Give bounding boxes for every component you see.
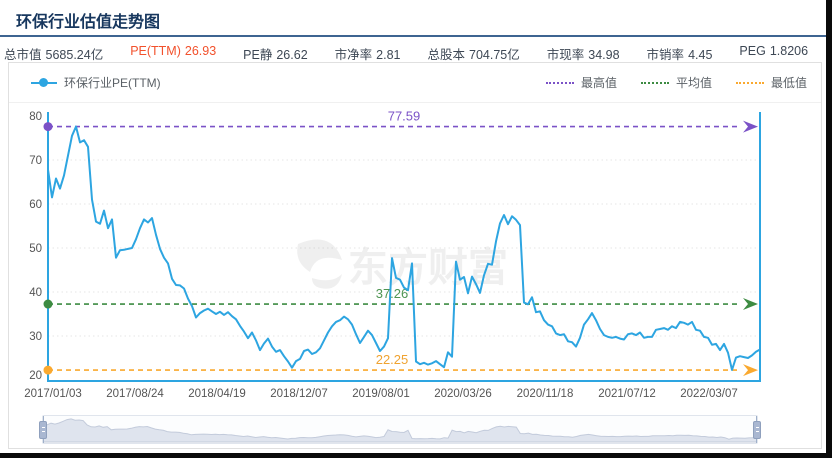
legend-series-label: 环保行业PE(TTM) [64, 76, 161, 90]
window-right-edge [826, 0, 832, 458]
stat-item-5: 市现率 34.98 [546, 48, 620, 62]
page-title: 环保行业估值走势图 [16, 14, 161, 31]
stat-item-6: 市销率 4.45 [646, 48, 713, 62]
datazoom-slider[interactable] [39, 415, 761, 444]
legend-item-series[interactable]: 环保行业PE(TTM) [31, 74, 161, 91]
legend-min-label: 最低值 [770, 76, 807, 90]
legend-item-min[interactable]: 最低值 [735, 74, 807, 91]
stat-item-4: 总股本 704.75亿 [427, 48, 520, 62]
avg-dotted-marker-icon [640, 81, 669, 84]
stats-bar: 总市值 5685.24亿 PE(TTM) 26.93 PE静 26.62 市净率 2.81 总股… [4, 44, 824, 63]
min-dotted-marker-icon [735, 81, 764, 84]
stat-item-3: 市净率 2.81 [334, 48, 401, 62]
datazoom-left-handle[interactable] [39, 420, 47, 439]
chart-panel [8, 62, 822, 449]
stat-item-2: PE静 26.62 [243, 48, 308, 62]
stat-item-0: 总市值 5685.24亿 [4, 48, 104, 62]
stat-item-7: PEG 1.8206 [739, 44, 809, 58]
legend-avg-label: 平均值 [675, 76, 712, 90]
window-bottom-edge [0, 453, 832, 458]
legend-row: 环保行业PE(TTM) 最高值 平均值 最低值 [9, 63, 821, 103]
legend-max-label: 最高值 [580, 76, 617, 90]
title-divider [0, 35, 826, 37]
datazoom-minimap [43, 418, 757, 443]
max-dotted-marker-icon [545, 81, 574, 84]
legend-item-avg[interactable]: 平均值 [640, 74, 712, 91]
stat-item-1: PE(TTM) 26.93 [130, 44, 217, 58]
series-line-marker-icon [31, 78, 57, 87]
legend-item-max[interactable]: 最高值 [545, 74, 617, 91]
datazoom-right-handle[interactable] [753, 420, 761, 439]
